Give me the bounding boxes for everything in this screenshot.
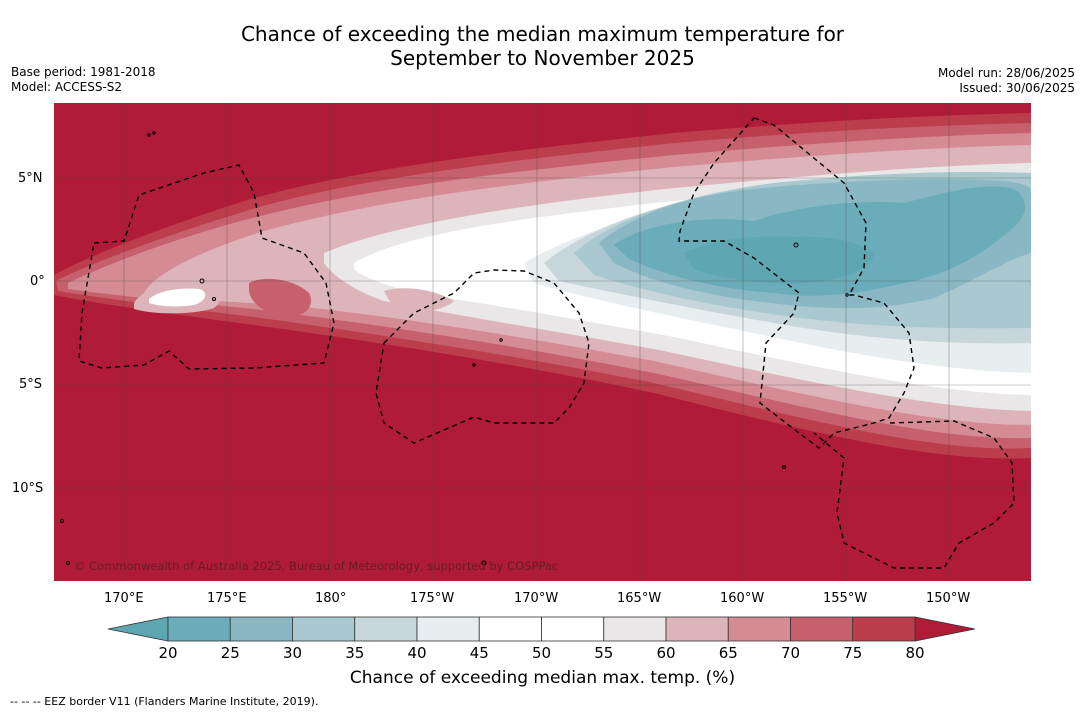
eez-footnote: -- -- -- EEZ border V11 (Flanders Marine… <box>10 695 319 708</box>
colorbar-tick-label: 55 <box>594 644 613 662</box>
colorbar-tick-label: 65 <box>719 644 738 662</box>
lat-label-5s: 5°S <box>19 377 43 392</box>
colorbar-cell <box>790 616 854 642</box>
title-line-2: September to November 2025 <box>390 46 695 70</box>
band-20-core <box>684 236 874 284</box>
lon-label-175e: 175°E <box>207 591 247 606</box>
colorbar-tick-label: 40 <box>407 644 426 662</box>
lon-label-170e: 170°E <box>104 591 144 606</box>
colorbar-tick-label: 75 <box>843 644 862 662</box>
colorbar-label: Chance of exceeding median max. temp. (%… <box>349 668 736 688</box>
colorbar-cells <box>107 616 976 642</box>
eez-line-islands <box>678 117 915 449</box>
colorbar-tick-label: 20 <box>158 644 177 662</box>
colorbar-tick-label: 45 <box>470 644 489 662</box>
lat-label-5n: 5°N <box>18 171 43 186</box>
colorbar-cell <box>229 616 293 642</box>
colorbar-tick-label: 50 <box>532 644 551 662</box>
colorbar-extend-high <box>914 616 976 642</box>
colorbar-cell <box>416 616 480 642</box>
colorbar-tick-label: 35 <box>345 644 364 662</box>
band-west-white <box>149 288 206 307</box>
meta-right: Model run: 28/06/2025 Issued: 30/06/2025 <box>938 66 1075 96</box>
colorbar-tick-label: 25 <box>221 644 240 662</box>
lon-label-150w: 150°W <box>926 591 971 606</box>
colorbar-cell <box>665 616 729 642</box>
probability-map: © Commonwealth of Australia 2025, Bureau… <box>54 103 1031 581</box>
lat-label-0: 0° <box>30 274 45 289</box>
band-west-70 <box>249 278 312 318</box>
colorbar-cell <box>354 616 418 642</box>
colorbar-cell <box>603 616 667 642</box>
meta-left: Base period: 1981-2018 Model: ACCESS-S2 <box>11 65 156 95</box>
colorbar-cell <box>541 616 605 642</box>
base-period: Base period: 1981-2018 <box>11 65 156 79</box>
colorbar-extend-low <box>107 616 169 642</box>
copyright-notice: © Commonwealth of Australia 2025, Bureau… <box>74 559 558 573</box>
lat-label-10s: 10°S <box>12 481 44 496</box>
issued-date: Issued: 30/06/2025 <box>959 81 1075 95</box>
colorbar-tick-label: 80 <box>905 644 924 662</box>
colorbar-ticks: 20 25 30 35 40 45 50 55 60 65 70 75 80 <box>158 644 924 662</box>
colorbar-tick-label: 70 <box>781 644 800 662</box>
colorbar-cell <box>292 616 356 642</box>
eez-cook-islands <box>813 420 1015 569</box>
colorbar-cell <box>478 616 542 642</box>
eez-tuvalu-tokelau <box>375 269 590 444</box>
lon-label-170w: 170°W <box>514 591 559 606</box>
colorbar-tick-label: 60 <box>656 644 675 662</box>
lon-label-155w: 155°W <box>823 591 868 606</box>
colorbar-cell <box>852 616 916 642</box>
band-central-60 <box>384 288 454 312</box>
model-run: Model run: 28/06/2025 <box>937 66 1075 80</box>
lon-label-180: 180° <box>315 591 347 606</box>
model-name: Model: ACCESS-S2 <box>11 80 123 94</box>
lon-label-165w: 165°W <box>617 591 662 606</box>
eez-kiribati-gilbert <box>78 164 335 370</box>
map-title: Chance of exceeding the median maximum t… <box>0 22 1085 70</box>
colorbar-cell <box>727 616 791 642</box>
title-line-1: Chance of exceeding the median maximum t… <box>240 22 845 46</box>
colorbar-cell <box>167 616 231 642</box>
colorbar-tick-label: 30 <box>283 644 302 662</box>
lon-label-160w: 160°W <box>720 591 765 606</box>
lon-label-175w: 175°W <box>410 591 455 606</box>
